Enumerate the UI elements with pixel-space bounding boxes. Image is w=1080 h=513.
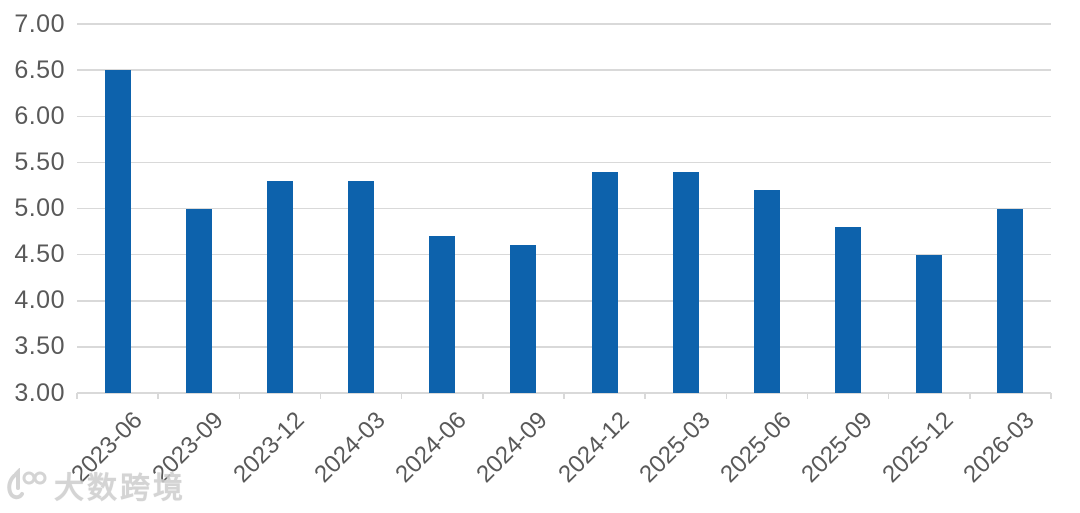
x-axis-tick-label: 2025-06 [715, 406, 797, 488]
y-axis-tick-label: 6.00 [14, 101, 65, 130]
x-axis-tick [319, 393, 322, 399]
x-axis-tick [563, 393, 565, 399]
bar [348, 180, 375, 393]
x-axis-tick-label: 2025-03 [634, 406, 716, 488]
bar [916, 254, 943, 393]
x-axis-tick-label: 2024-09 [471, 406, 554, 488]
x-axis-tick-label: 2024-12 [552, 406, 635, 488]
x-axis-tick [238, 393, 241, 399]
gridline [77, 69, 1051, 71]
gridline [77, 253, 1051, 256]
y-axis-tick-label: 7.00 [14, 9, 65, 38]
bar [185, 208, 212, 393]
y-axis-tick-label: 3.50 [14, 332, 65, 361]
x-axis-tick [400, 393, 403, 399]
bar [835, 226, 862, 393]
gridline [77, 346, 1051, 348]
y-axis-tick-label: 4.50 [14, 240, 65, 269]
gridline [77, 300, 1051, 302]
gridline [77, 23, 1051, 25]
bar [591, 171, 618, 393]
x-axis-tick [76, 393, 78, 399]
x-axis-tick-label: 2025-12 [877, 406, 959, 488]
bar [104, 70, 131, 393]
bar [510, 245, 537, 393]
bar [429, 236, 456, 393]
watermark-text: 大数跨境 [54, 472, 186, 505]
x-axis-tick-label: 2025-09 [796, 406, 878, 488]
bar [672, 171, 699, 393]
x-axis-tick [969, 393, 971, 399]
gridline [77, 207, 1051, 210]
x-axis-tick-label: 2024-03 [309, 406, 391, 488]
bar [266, 180, 293, 393]
x-axis-tick [157, 393, 159, 399]
bar [997, 208, 1024, 393]
x-axis-tick [482, 393, 484, 399]
x-axis-tick-label: 2023-12 [228, 406, 310, 488]
y-axis-tick-label: 5.50 [14, 147, 65, 176]
x-axis-tick [725, 393, 728, 399]
x-axis-tick [887, 393, 890, 399]
x-axis-tick [1050, 393, 1052, 399]
bar [753, 190, 780, 393]
dashu-100-logo-icon [4, 467, 48, 502]
y-axis-tick-label: 4.00 [14, 286, 65, 315]
x-axis-tick [644, 393, 646, 399]
y-axis-tick-label: 5.00 [14, 194, 65, 222]
y-axis-tick-label: 6.50 [14, 55, 65, 84]
watermark: 大数跨境 [4, 463, 186, 507]
x-axis-tick-label: 2026-03 [958, 406, 1041, 488]
x-axis-tick-label: 2024-06 [390, 406, 472, 488]
y-axis-tick-label: 3.00 [14, 378, 65, 407]
gridline [77, 161, 1051, 164]
x-axis-tick [806, 393, 809, 399]
gridline [77, 115, 1051, 117]
